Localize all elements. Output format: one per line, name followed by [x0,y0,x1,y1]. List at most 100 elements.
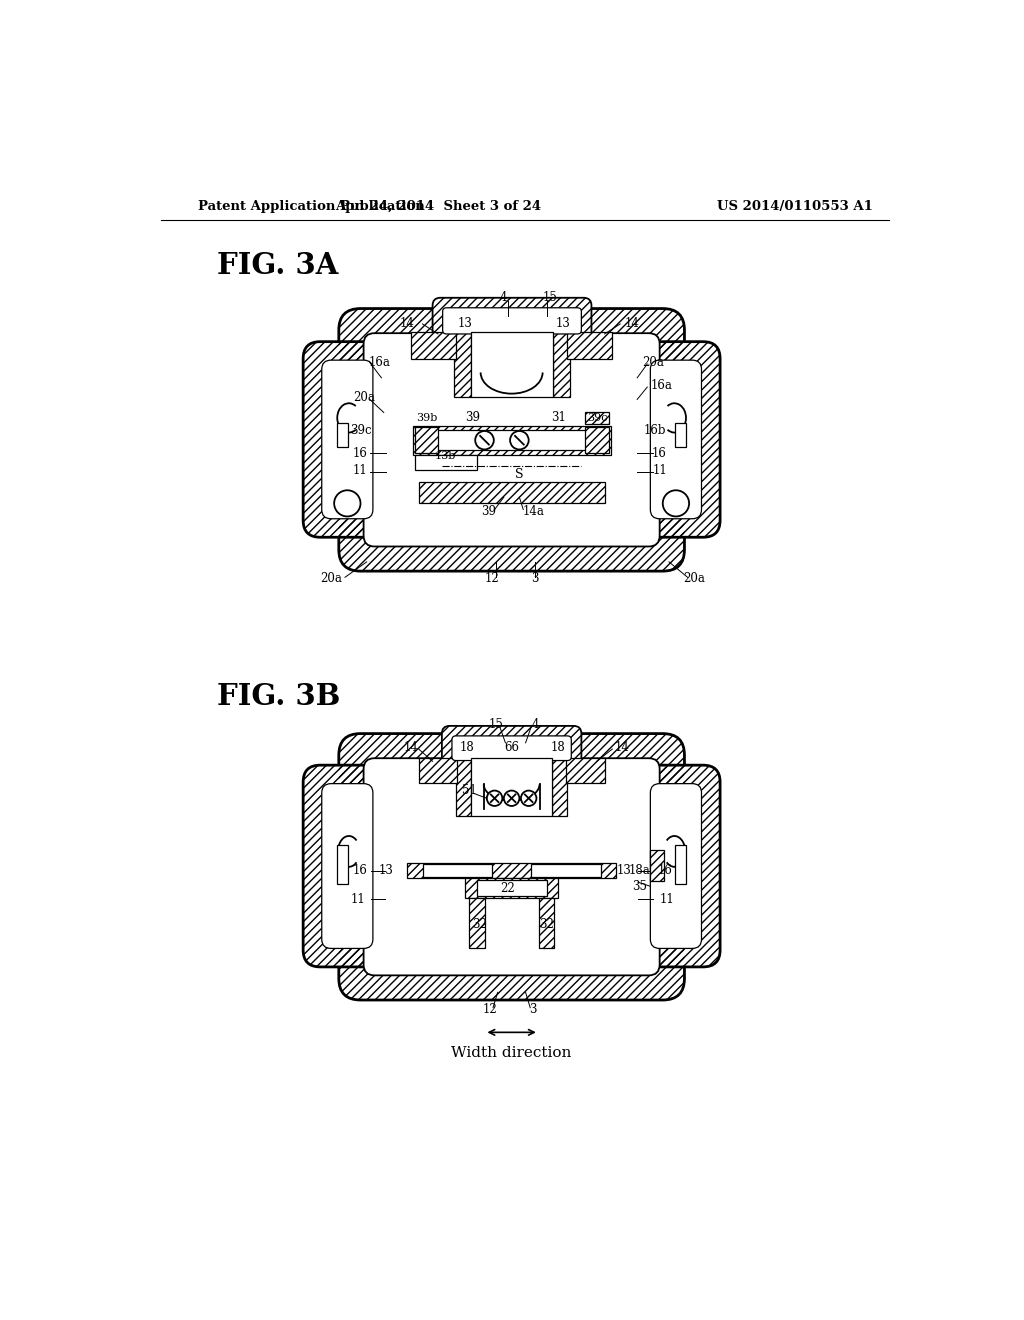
Text: 20a: 20a [353,391,376,404]
Text: 16a: 16a [369,356,391,370]
Text: 4: 4 [500,292,508,305]
Bar [419,482,604,503]
Circle shape [334,490,360,516]
Text: 13b: 13b [435,451,457,462]
FancyBboxPatch shape [339,309,684,572]
Circle shape [475,430,494,449]
Text: 16: 16 [651,446,667,459]
Bar [484,899,539,946]
Bar [427,430,597,450]
Text: 39c: 39c [587,413,607,422]
Text: 11: 11 [351,892,366,906]
Bar [337,422,348,447]
FancyBboxPatch shape [650,360,701,519]
FancyBboxPatch shape [303,766,391,966]
Bar [477,880,547,896]
Bar [539,898,554,948]
Text: 20a: 20a [642,356,664,370]
Text: 14: 14 [625,317,639,330]
Text: 16: 16 [353,865,368,878]
Text: 16a: 16a [650,379,672,392]
Text: 16b: 16b [644,424,667,437]
Bar [552,758,567,816]
Text: 12: 12 [485,573,500,585]
Text: 18a: 18a [629,865,650,878]
Text: 39b: 39b [416,413,437,422]
Bar [586,428,608,453]
FancyBboxPatch shape [632,342,720,537]
Bar [471,331,553,397]
Bar [471,758,552,816]
Bar [456,758,471,816]
Bar [531,865,601,876]
Text: 31: 31 [551,412,565,425]
Bar [411,331,456,359]
Text: Patent Application Publication: Patent Application Publication [198,199,425,213]
Text: 11: 11 [659,892,674,906]
Text: 12: 12 [482,1003,498,1016]
Text: 16: 16 [657,865,673,878]
Text: S: S [515,469,524,480]
Bar [337,845,348,884]
Text: 39c: 39c [349,424,372,437]
Bar [454,331,471,397]
Text: 18: 18 [460,741,474,754]
FancyBboxPatch shape [632,766,720,966]
Bar [415,428,438,453]
Bar [469,898,484,948]
FancyBboxPatch shape [364,333,659,546]
FancyBboxPatch shape [442,726,582,771]
Bar [415,455,477,470]
Text: 51: 51 [462,784,476,797]
Bar [566,758,604,783]
Text: 32: 32 [472,917,486,931]
Text: 66: 66 [504,741,519,754]
Text: 14: 14 [403,741,419,754]
FancyBboxPatch shape [452,737,571,760]
FancyBboxPatch shape [442,308,582,334]
Text: 13: 13 [379,865,393,878]
Bar [675,845,686,884]
Text: 14: 14 [614,741,629,754]
Text: FIG. 3B: FIG. 3B [217,682,341,711]
Bar [586,412,608,424]
FancyBboxPatch shape [339,734,684,1001]
Bar [407,863,616,878]
Text: 20a: 20a [683,573,705,585]
Circle shape [510,430,528,449]
Text: 13: 13 [556,317,571,330]
Bar [414,425,611,455]
Text: 11: 11 [353,463,368,477]
Circle shape [504,791,519,807]
Text: FIG. 3A: FIG. 3A [217,251,339,280]
Text: 16: 16 [353,446,368,459]
Circle shape [521,791,537,807]
Bar [423,865,493,876]
Text: 14: 14 [399,317,415,330]
Text: 22: 22 [501,882,515,895]
Bar [465,878,558,898]
Bar [675,422,686,447]
Text: 39: 39 [465,412,480,425]
Text: 15: 15 [488,718,504,731]
Circle shape [663,490,689,516]
Bar [650,850,665,880]
Text: 39: 39 [481,504,496,517]
Bar [553,331,569,397]
Text: 35: 35 [632,879,647,892]
Circle shape [486,791,503,807]
Text: 11: 11 [653,463,668,477]
Text: 13: 13 [458,317,472,330]
Text: Width direction: Width direction [452,1047,571,1060]
Text: 3: 3 [529,1003,537,1016]
FancyBboxPatch shape [303,342,391,537]
Text: 32: 32 [539,917,554,931]
Text: US 2014/0110553 A1: US 2014/0110553 A1 [717,199,872,213]
Text: 13: 13 [616,865,632,878]
Text: 4: 4 [531,718,539,731]
Text: 18: 18 [551,741,565,754]
FancyBboxPatch shape [322,360,373,519]
Bar [419,758,458,783]
Text: 3: 3 [531,573,539,585]
FancyBboxPatch shape [322,784,373,948]
